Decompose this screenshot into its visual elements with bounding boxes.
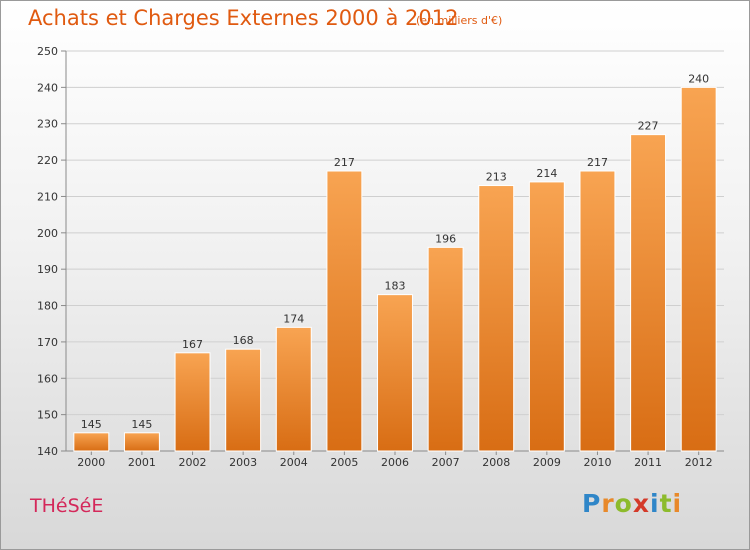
y-tick-label: 160 — [37, 372, 58, 385]
y-tick-label: 140 — [37, 445, 58, 458]
data-label-2011: 227 — [638, 120, 659, 133]
y-tick-label: 210 — [37, 190, 58, 203]
chart-title: Achats et Charges Externes 2000 à 2012 — [28, 6, 459, 30]
data-label-2012: 240 — [688, 72, 709, 85]
y-tick-label: 190 — [37, 263, 58, 276]
x-tick-label-2007: 2007 — [432, 456, 460, 469]
x-tick-label-2009: 2009 — [533, 456, 561, 469]
y-tick-label: 230 — [37, 118, 58, 131]
x-tick-label-2004: 2004 — [280, 456, 308, 469]
x-tick-label-2010: 2010 — [583, 456, 611, 469]
data-label-2008: 213 — [486, 171, 507, 184]
bar-2000 — [73, 432, 110, 452]
bar-2002 — [174, 352, 211, 452]
bar-2001 — [123, 432, 160, 452]
data-label-2002: 167 — [182, 338, 203, 351]
bar-2012 — [680, 86, 717, 452]
x-tick-label-2011: 2011 — [634, 456, 662, 469]
x-tick-label-2006: 2006 — [381, 456, 409, 469]
x-tick-label-2001: 2001 — [128, 456, 156, 469]
x-tick-label-2003: 2003 — [229, 456, 257, 469]
data-label-2006: 183 — [385, 280, 406, 293]
data-label-2001: 145 — [131, 418, 152, 431]
data-label-2000: 145 — [81, 418, 102, 431]
logo-letter: t — [659, 489, 673, 518]
y-tick-label: 180 — [37, 300, 58, 313]
y-tick-label: 220 — [37, 154, 58, 167]
bar-2008 — [478, 185, 515, 452]
bar-2003 — [225, 348, 262, 452]
bar-2011 — [630, 134, 667, 452]
bar-2004 — [275, 326, 312, 452]
data-label-2003: 168 — [233, 334, 254, 347]
data-label-2010: 217 — [587, 156, 608, 169]
logo-letter: o — [614, 489, 633, 518]
data-label-2005: 217 — [334, 156, 355, 169]
x-tick-label-2005: 2005 — [330, 456, 358, 469]
logo-letter: i — [672, 489, 683, 518]
bar-2006 — [377, 294, 413, 452]
logo-letter: x — [632, 489, 650, 518]
proxiti-logo: Proxiti — [582, 489, 682, 518]
bar-2009 — [528, 181, 565, 452]
x-tick-label-2002: 2002 — [179, 456, 207, 469]
y-tick-label: 200 — [37, 227, 58, 240]
y-tick-label: 170 — [37, 336, 58, 349]
y-tick-label: 250 — [37, 45, 58, 58]
data-label-2007: 196 — [435, 232, 456, 245]
data-label-2004: 174 — [283, 312, 304, 325]
x-tick-label-2012: 2012 — [685, 456, 713, 469]
x-tick-label-2008: 2008 — [482, 456, 510, 469]
y-tick-label: 240 — [37, 81, 58, 94]
bars — [73, 86, 717, 452]
bar-2007 — [427, 246, 464, 452]
labels: 140 150 160 170 180 190 200 210 220 230 240 250 145 2… — [37, 45, 713, 469]
x-tick-label-2000: 2000 — [77, 456, 105, 469]
bar-2010 — [579, 170, 616, 452]
commune-name: THéSéE — [30, 495, 104, 517]
bar-2005 — [326, 170, 363, 452]
logo-letter: r — [601, 489, 615, 518]
chart-subtitle: (en milliers d'€) — [416, 14, 503, 27]
logo-letter: P — [582, 489, 602, 518]
logo-letter: i — [650, 489, 660, 518]
data-label-2009: 214 — [536, 167, 557, 180]
y-tick-label: 150 — [37, 409, 58, 422]
